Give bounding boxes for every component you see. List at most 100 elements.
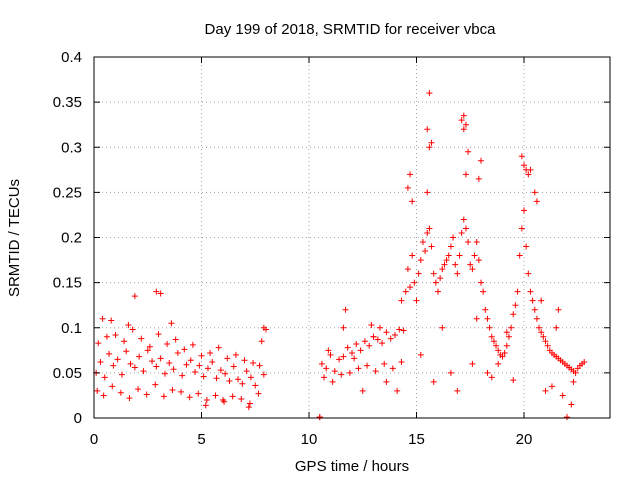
data-point	[516, 252, 523, 259]
data-point	[138, 335, 145, 342]
data-point	[340, 324, 347, 331]
data-point	[357, 347, 364, 354]
data-point	[325, 347, 332, 354]
data-point	[112, 331, 119, 338]
data-point	[424, 126, 431, 133]
data-point	[495, 347, 502, 354]
data-point	[437, 275, 444, 282]
data-point	[170, 366, 177, 373]
data-point	[490, 338, 497, 345]
y-tick-label: 0.25	[53, 184, 82, 201]
data-point	[441, 261, 448, 268]
data-point	[114, 356, 121, 363]
data-point	[475, 175, 482, 182]
y-tick-label: 0.35	[53, 94, 82, 111]
data-point	[155, 331, 162, 338]
data-point	[462, 171, 469, 178]
data-point	[465, 239, 472, 246]
data-point	[230, 363, 237, 370]
data-point	[475, 257, 482, 264]
data-point	[407, 284, 414, 291]
data-point	[217, 367, 224, 374]
data-point	[95, 340, 102, 347]
data-point	[342, 306, 349, 313]
data-point	[383, 329, 390, 336]
data-point	[419, 239, 426, 246]
data-point	[394, 387, 401, 394]
data-point	[435, 288, 441, 295]
data-point	[525, 270, 532, 277]
data-point	[499, 353, 506, 360]
data-point	[428, 139, 435, 146]
data-point	[456, 252, 463, 259]
data-point	[447, 243, 454, 250]
data-point	[160, 393, 167, 400]
data-point	[465, 148, 472, 155]
data-point	[533, 315, 540, 322]
data-point	[445, 252, 452, 259]
data-point	[103, 333, 110, 340]
data-point	[512, 302, 519, 309]
data-point	[469, 266, 476, 273]
data-point	[187, 357, 194, 364]
data-point	[215, 344, 222, 351]
y-tick-label: 0.3	[61, 139, 82, 156]
data-point	[460, 216, 467, 223]
data-point	[238, 396, 245, 403]
data-point	[383, 378, 390, 385]
y-tick-label: 0.4	[61, 49, 82, 66]
axis-layer: 0 0.05 0.1 0.15 0.2 0.25 0.3 0.35 0.4 0 5 10 15 20	[53, 49, 610, 448]
data-point	[126, 395, 133, 402]
data-point	[340, 353, 347, 360]
data-point	[538, 329, 545, 336]
data-point	[229, 393, 236, 400]
data-point	[157, 290, 164, 297]
data-point	[521, 162, 527, 169]
data-point	[232, 351, 239, 358]
data-point	[379, 340, 386, 347]
data-point	[529, 297, 536, 304]
data-point	[462, 225, 469, 232]
data-point	[172, 336, 179, 343]
data-point	[125, 322, 132, 329]
data-point	[581, 359, 588, 366]
data-point	[213, 375, 220, 382]
data-point	[450, 234, 457, 241]
data-point	[495, 360, 502, 367]
data-point	[467, 261, 474, 268]
data-point	[117, 389, 124, 396]
data-point	[94, 387, 101, 394]
data-point	[327, 351, 334, 358]
y-tick-label: 0.1	[61, 320, 82, 337]
data-point	[503, 342, 510, 349]
data-point	[460, 112, 467, 119]
data-point	[510, 377, 517, 384]
data-point	[370, 333, 377, 340]
data-point	[329, 378, 336, 385]
data-point	[533, 198, 540, 205]
data-point	[224, 355, 231, 362]
data-point	[501, 350, 508, 357]
data-point	[387, 335, 394, 342]
data-point	[482, 306, 489, 313]
x-tick-label: 10	[301, 431, 318, 448]
data-point	[258, 338, 265, 345]
data-point	[153, 288, 160, 295]
data-point	[252, 382, 259, 389]
grid-layer	[94, 57, 610, 418]
data-point	[404, 184, 411, 191]
data-point	[432, 279, 439, 286]
data-point	[473, 239, 480, 246]
data-point	[553, 324, 560, 331]
data-point	[527, 288, 534, 295]
data-point	[131, 293, 138, 300]
data-point	[166, 359, 173, 366]
data-point	[241, 357, 248, 364]
data-point	[245, 404, 252, 411]
data-point	[452, 261, 459, 268]
data-point	[321, 374, 328, 381]
data-point	[260, 371, 267, 378]
data-point	[146, 343, 153, 350]
data-point	[256, 362, 263, 369]
data-point	[366, 342, 373, 349]
